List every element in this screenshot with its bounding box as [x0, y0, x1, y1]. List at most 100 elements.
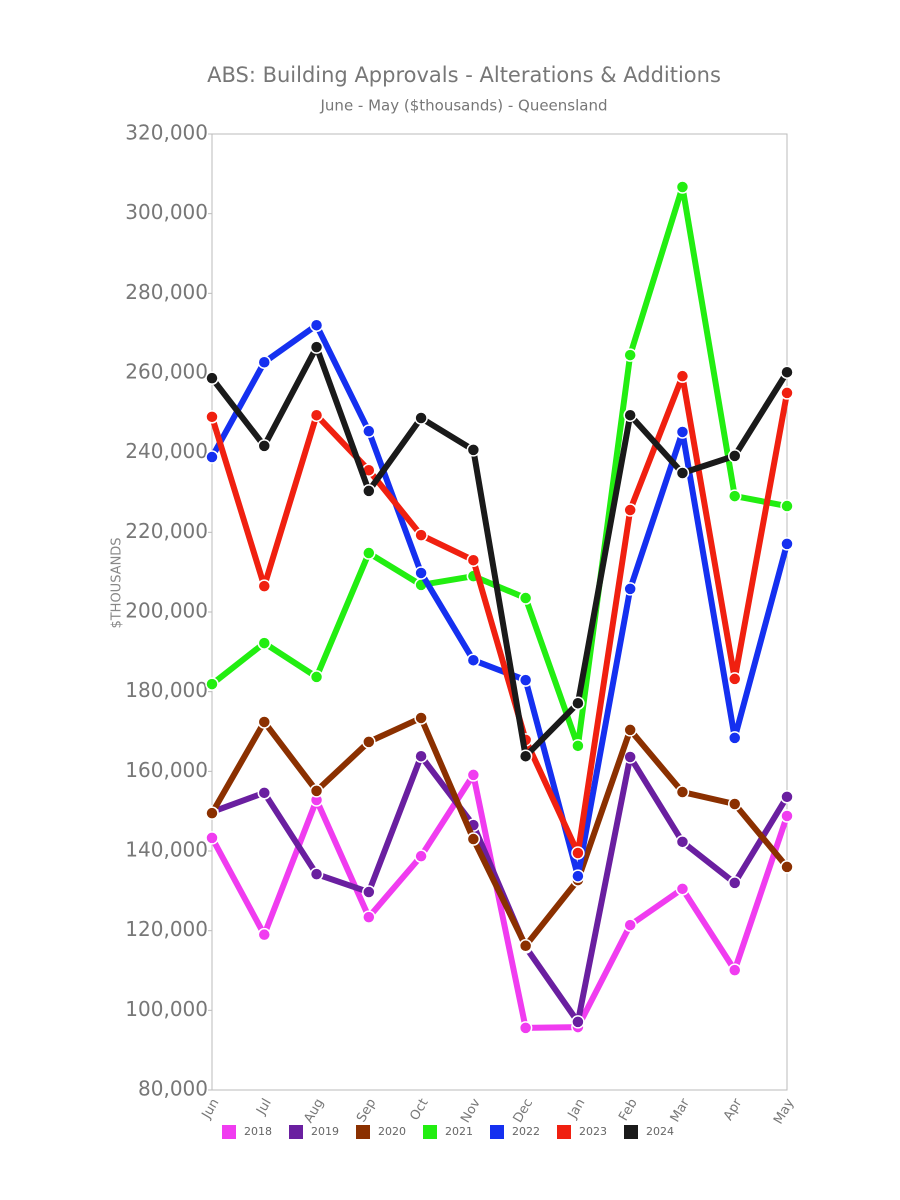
data-point [623, 918, 637, 932]
data-point [727, 876, 742, 890]
data-point [623, 750, 637, 764]
y-tick-label: 320,000 [125, 121, 208, 145]
data-point [414, 749, 428, 763]
y-tick-label: 160,000 [125, 758, 208, 782]
data-point [518, 1021, 533, 1035]
data-point [414, 849, 428, 863]
y-tick-label: 80,000 [138, 1077, 208, 1101]
data-point [623, 503, 637, 517]
data-point [414, 711, 428, 725]
legend-label: 2018 [244, 1125, 272, 1138]
data-point [362, 735, 376, 749]
data-point [257, 786, 272, 800]
data-point [205, 410, 219, 424]
data-point [727, 963, 742, 977]
legend-label: 2024 [646, 1125, 674, 1138]
data-point [257, 579, 272, 593]
data-point [257, 355, 272, 369]
data-point [571, 739, 585, 753]
data-point [675, 785, 690, 799]
data-point [309, 867, 324, 881]
data-point [780, 386, 794, 400]
x-tick-label: Feb [616, 1096, 641, 1123]
data-point [571, 1015, 585, 1029]
x-tick-label: Dec [511, 1096, 537, 1125]
data-point [675, 425, 690, 439]
data-point [518, 673, 533, 687]
data-point [362, 885, 376, 899]
data-point [780, 809, 794, 823]
data-point [362, 546, 376, 560]
data-point [623, 723, 637, 737]
series-line [209, 771, 790, 1031]
data-point [466, 553, 481, 567]
data-point [257, 715, 272, 729]
data-point [205, 677, 219, 691]
y-tick-label: 120,000 [125, 917, 208, 941]
data-point [780, 790, 794, 804]
data-point [257, 439, 272, 453]
y-tick-label: 200,000 [125, 599, 208, 623]
data-point [675, 835, 690, 849]
data-point [571, 696, 585, 710]
data-point [362, 484, 376, 498]
data-point [309, 670, 324, 684]
data-point [309, 408, 324, 422]
data-point [309, 340, 324, 354]
legend-label: 2022 [512, 1125, 540, 1138]
x-tick-label: Aug [301, 1096, 327, 1125]
data-point [414, 528, 428, 542]
data-point [675, 466, 690, 480]
y-tick-label: 300,000 [125, 200, 208, 224]
y-tick-label: 220,000 [125, 519, 208, 543]
data-point [205, 371, 219, 385]
y-tick-label: 260,000 [125, 360, 208, 384]
data-point [518, 939, 533, 953]
series-line [209, 714, 790, 949]
y-tick-label: 180,000 [125, 678, 208, 702]
data-point [623, 408, 637, 422]
y-axis-label: $THOUSANDS [110, 537, 125, 628]
legend-label: 2021 [445, 1125, 473, 1138]
data-point [309, 784, 324, 798]
data-point [257, 636, 272, 650]
legend-swatch [490, 1125, 504, 1139]
legend-swatch [423, 1125, 437, 1139]
data-point [675, 369, 690, 383]
data-point [727, 449, 742, 463]
legend-label: 2020 [378, 1125, 406, 1138]
data-point [518, 591, 533, 605]
legend-label: 2023 [579, 1125, 607, 1138]
data-point [727, 672, 742, 686]
data-point [623, 348, 637, 362]
data-point [571, 869, 585, 883]
data-point [414, 566, 428, 580]
data-point [257, 927, 272, 942]
data-point [727, 489, 742, 503]
x-tick-label: Jan [565, 1096, 589, 1122]
x-tick-label: Mar [668, 1096, 694, 1125]
data-point [780, 365, 794, 379]
x-tick-label: Jul [253, 1096, 274, 1118]
chart-subtitle: June - May ($thousands) - Queensland [320, 97, 608, 115]
y-tick-label: 140,000 [125, 838, 208, 862]
legend-swatch [356, 1125, 370, 1139]
data-point [466, 832, 481, 846]
x-tick-label: Nov [458, 1096, 484, 1126]
x-tick-label: Apr [721, 1096, 746, 1124]
data-point [205, 450, 219, 464]
data-point [205, 806, 219, 820]
legend-label: 2019 [311, 1125, 339, 1138]
legend-swatch [222, 1125, 236, 1139]
data-point [362, 424, 376, 438]
data-point [205, 831, 219, 845]
data-point [466, 768, 481, 782]
series-line [209, 322, 790, 880]
data-point [414, 411, 428, 425]
y-tick-label: 240,000 [125, 439, 208, 463]
data-point [727, 731, 742, 745]
data-point [675, 882, 690, 896]
data-point [780, 537, 794, 551]
series-line [209, 344, 790, 760]
